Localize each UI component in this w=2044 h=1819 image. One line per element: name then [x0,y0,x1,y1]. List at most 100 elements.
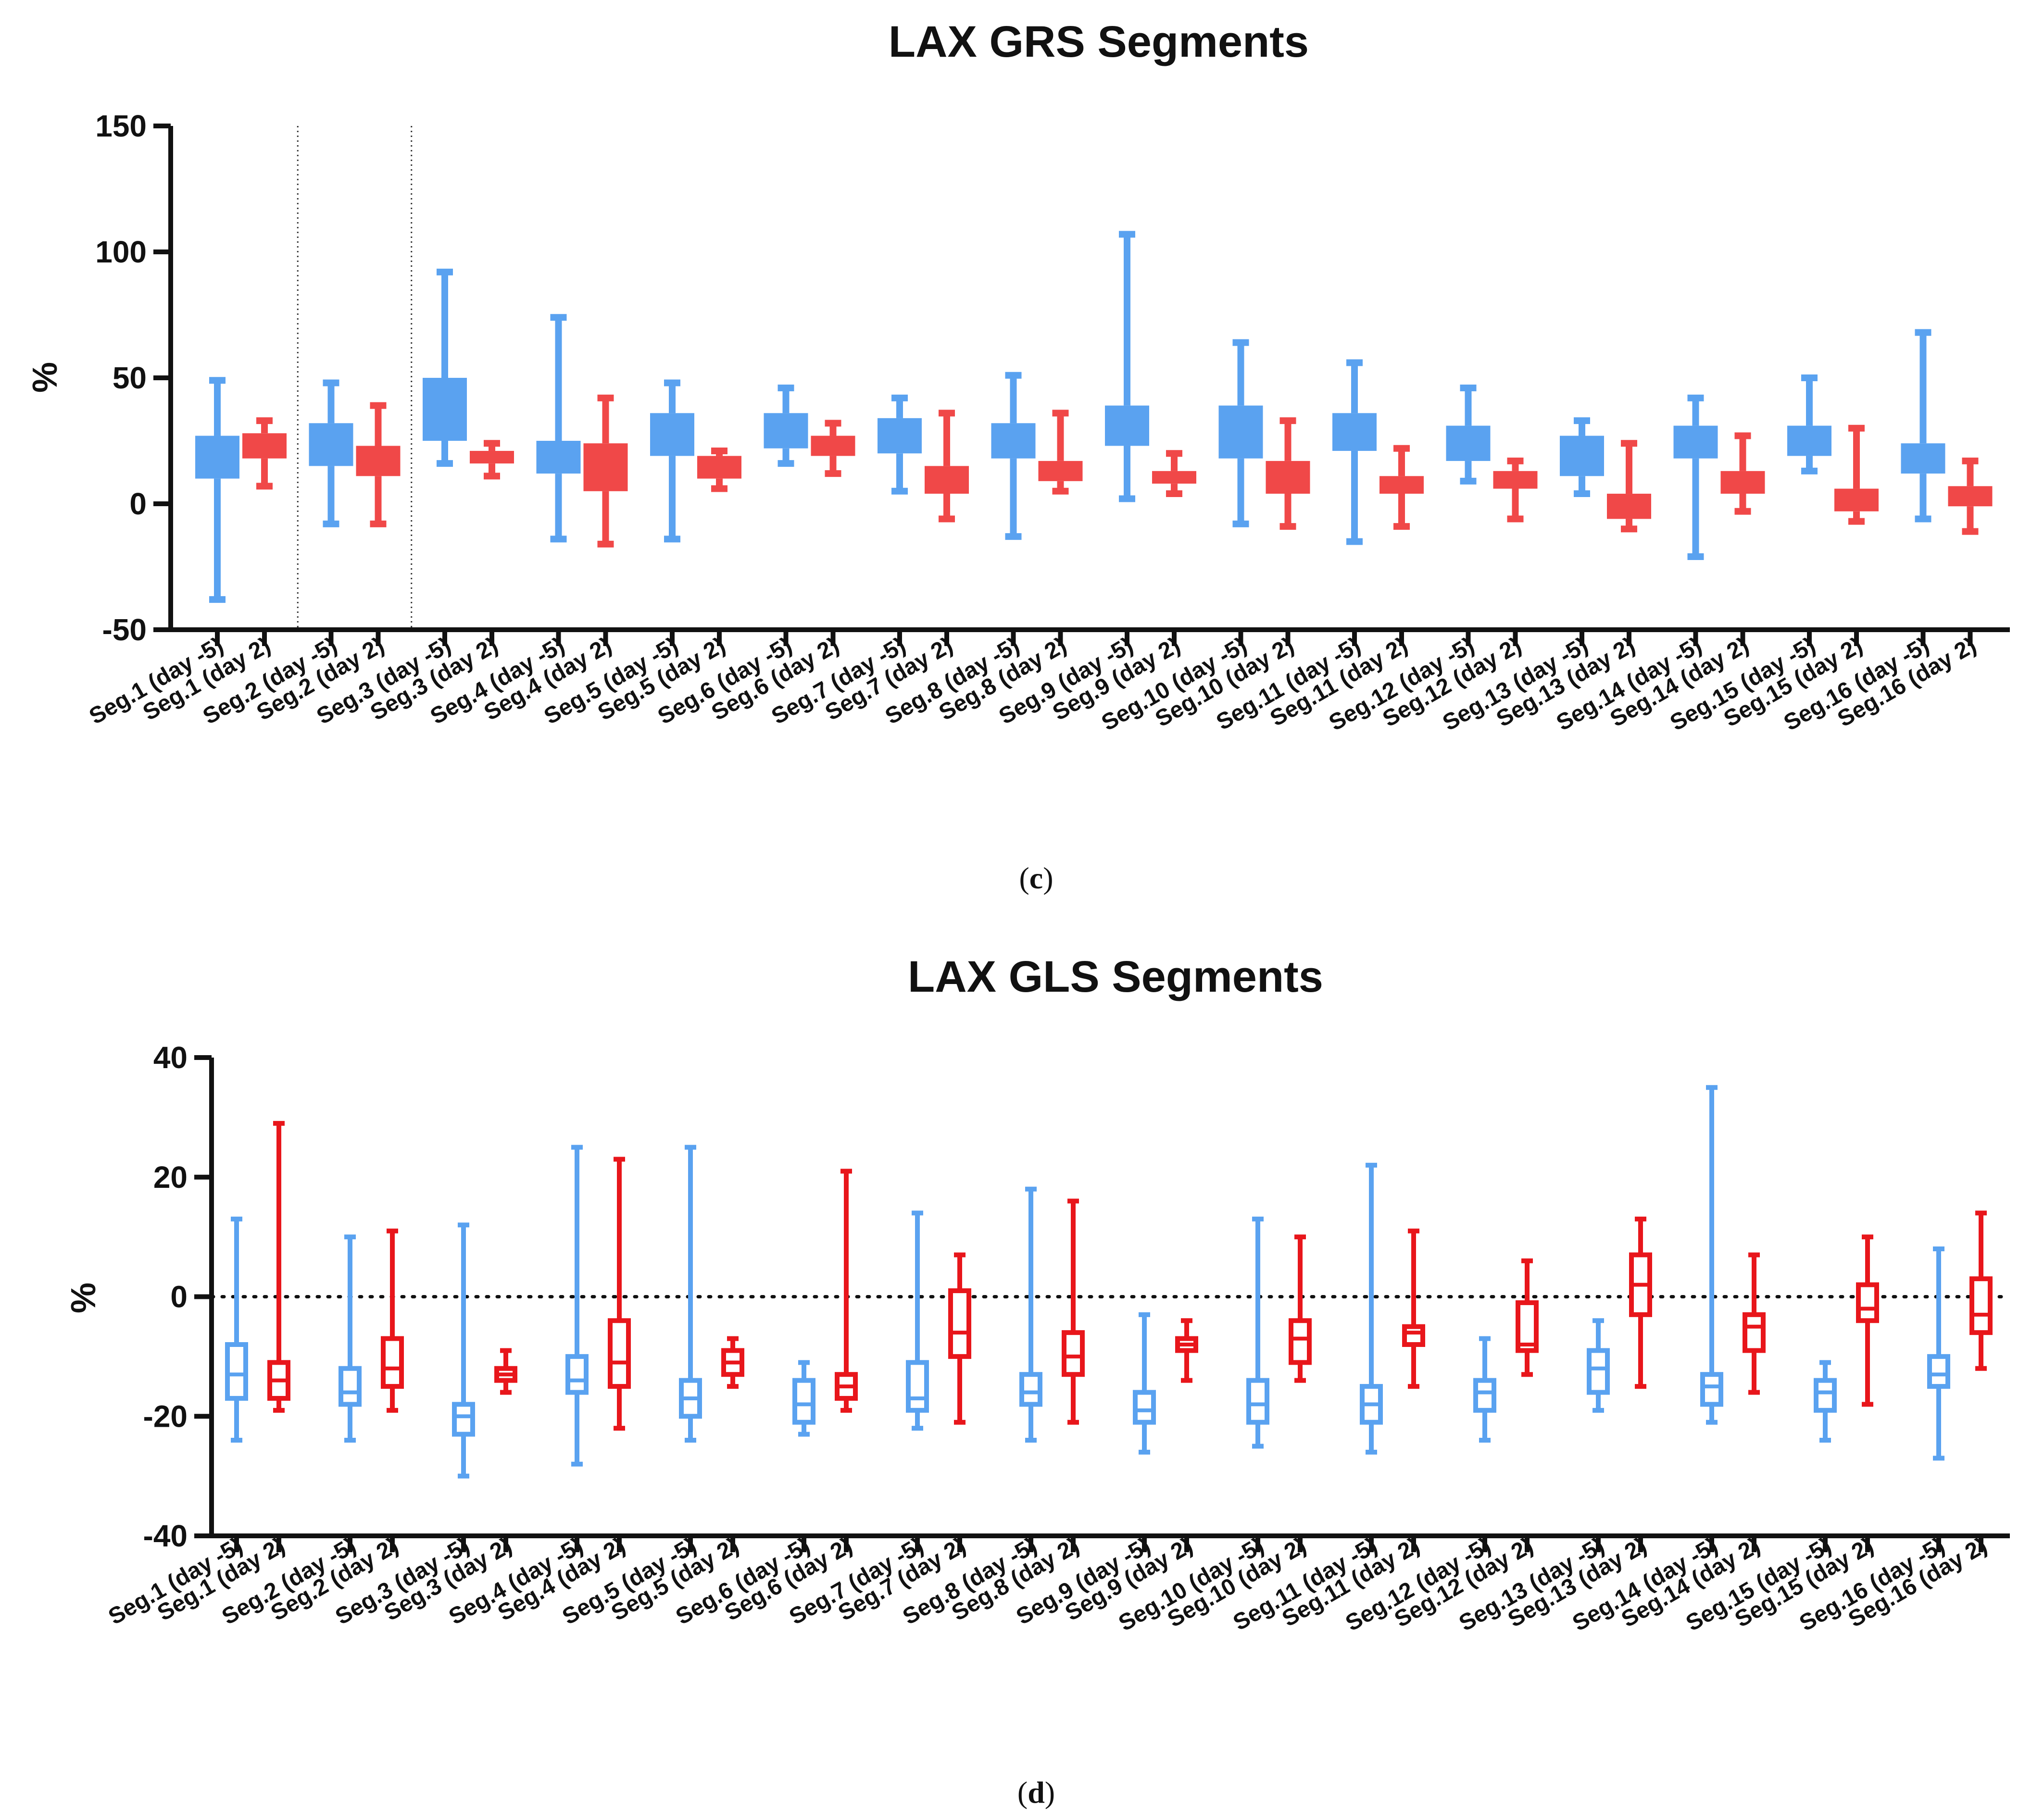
grs-box-15 [991,372,1036,540]
gls-box-7 [565,1145,589,1467]
grs-box-28 [1720,432,1765,515]
grs-box-8 [583,394,628,548]
grs-box-18 [1152,450,1196,498]
iqr-box [1019,1372,1042,1407]
iqr-box [381,1336,404,1389]
iqr-box [309,423,353,466]
gls-box-19 [1246,1216,1269,1449]
iqr-box [1446,425,1491,461]
iqr-box [1856,1282,1879,1323]
gls-box-20 [1289,1234,1312,1383]
grs-box-7 [536,314,581,543]
iqr-box [1038,461,1083,481]
iqr-box [1516,1300,1539,1353]
iqr-box [878,418,922,454]
iqr-box [1607,494,1651,519]
iqr-box [536,441,581,474]
iqr-box [452,1402,475,1437]
gls-box-18 [1175,1318,1198,1383]
iqr-box [811,436,855,456]
iqr-box [925,466,969,494]
grs-chart-title: LAX GRS Segments [889,17,1309,66]
gls-box-24 [1516,1258,1539,1377]
gls-axes: 40 20 0 -20 -40 [143,1040,2012,1553]
gls-box-10 [721,1336,744,1389]
grs-box-19 [1218,339,1263,527]
grs-axes: 150 100 50 0 -50 [95,109,2010,647]
grs-box-10 [697,447,741,492]
gls-y-axis-label: % [64,1283,103,1313]
gls-boxes [225,1085,1993,1479]
gls-box-8 [608,1157,631,1431]
gls-box-16 [1062,1198,1085,1425]
gls-box-28 [1743,1252,1766,1395]
iqr-box [356,446,401,476]
gls-box-27 [1700,1085,1723,1425]
iqr-box [764,413,808,449]
iqr-box [1927,1354,1950,1389]
caption-c: (c) [1019,861,1053,895]
gls-y-tick-label: 0 [170,1280,188,1314]
iqr-box [339,1366,362,1407]
gls-y-tick-label: 40 [153,1040,188,1075]
grs-box-32 [1948,457,1993,535]
grs-box-11 [764,384,808,467]
iqr-box [1266,461,1310,494]
iqr-box [1332,413,1377,451]
iqr-box [1720,471,1765,494]
iqr-box [991,423,1036,459]
grs-box-30 [1834,424,1879,525]
iqr-box [948,1288,971,1359]
iqr-box [195,436,239,479]
gls-box-9 [679,1145,702,1443]
gls-box-6 [494,1348,517,1395]
iqr-box [792,1378,815,1425]
iqr-box [1062,1330,1085,1377]
iqr-box [1700,1372,1723,1407]
iqr-box [1289,1318,1312,1365]
iqr-box [1402,1324,1425,1347]
iqr-box [1587,1348,1610,1395]
grs-box-3 [309,379,353,527]
grs-box-17 [1105,231,1149,502]
iqr-box [423,378,467,441]
iqr-box [1969,1276,1993,1335]
grs-box-25 [1560,417,1604,498]
grs-y-tick-label: 50 [113,361,147,395]
iqr-box [1673,425,1718,459]
gls-box-26 [1629,1216,1652,1389]
iqr-box [1834,488,1879,511]
gls-y-tick-label: -40 [143,1519,188,1553]
iqr-box [650,413,694,456]
iqr-box [225,1342,248,1401]
grs-box-22 [1379,445,1424,530]
gls-box-17 [1133,1312,1156,1455]
iqr-box [470,450,514,464]
gls-box-25 [1587,1318,1610,1413]
gls-category-labels: Seg.1 (day -5)Seg.1 (day 2)Seg.2 (day -5… [104,1533,1992,1636]
iqr-box [1218,405,1263,459]
gls-box-11 [792,1360,815,1437]
iqr-box [583,443,628,491]
grs-box-23 [1446,384,1491,485]
gls-box-1 [225,1216,248,1443]
grs-box-14 [925,410,969,523]
grs-box-29 [1787,374,1831,474]
grs-box-4 [356,402,401,527]
grs-box-1 [195,377,239,603]
grs-box-2 [242,417,287,490]
gls-box-4 [381,1228,404,1413]
gls-box-13 [906,1210,929,1431]
grs-box-12 [811,420,855,477]
iqr-box [906,1360,929,1413]
iqr-box [1473,1378,1496,1413]
gls-box-23 [1473,1336,1496,1443]
iqr-box [1133,1390,1156,1425]
gls-box-22 [1402,1228,1425,1389]
grs-box-27 [1673,394,1718,561]
grs-box-9 [650,379,694,543]
iqr-box [1152,471,1196,484]
gls-y-tick-label: -20 [143,1399,188,1433]
gls-box-14 [948,1252,971,1425]
